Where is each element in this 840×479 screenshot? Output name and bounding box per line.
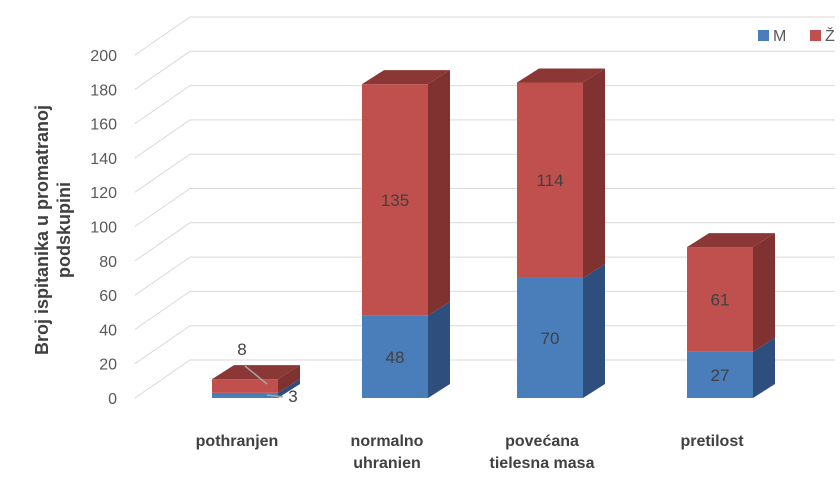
bar-segment-M	[362, 315, 428, 398]
bar-segment-M	[517, 277, 583, 398]
legend-label-Ž: Ž	[825, 26, 835, 45]
bar-side-M	[278, 378, 300, 398]
data-label: 8	[237, 340, 246, 359]
legend-label-M: M	[773, 28, 786, 45]
bar-top-Ž	[687, 233, 775, 248]
bar-top-Ž	[517, 68, 605, 83]
data-label: 3	[288, 387, 297, 406]
y-tick-label: 140	[90, 151, 117, 168]
leader-line	[244, 365, 268, 385]
bar-segment-Ž	[517, 82, 583, 278]
data-label: 48	[386, 348, 405, 367]
y-tick-label: 200	[90, 48, 117, 65]
bar-segment-Ž	[687, 247, 753, 352]
y-tick-label: 0	[108, 391, 117, 408]
gridline	[134, 50, 835, 90]
y-tick-label: 60	[99, 288, 117, 305]
gridline	[134, 153, 835, 193]
bar-segment-Ž	[212, 379, 278, 393]
bar-side-Ž	[583, 68, 605, 278]
x-axis-categories: pothranjen normalno uhranien povećana tieles…	[196, 433, 745, 472]
data-label: 114	[536, 171, 563, 190]
y-tick-label: 180	[90, 82, 117, 99]
category-label: pretilost	[680, 433, 744, 450]
gridline	[134, 256, 835, 296]
category-label: povećana tielesna masa	[490, 433, 595, 472]
gridline	[134, 290, 835, 330]
legend-swatch-Ž	[810, 30, 821, 41]
data-label: 61	[711, 290, 730, 309]
y-tick-label: 40	[99, 322, 117, 339]
legend-swatch-M	[758, 30, 769, 41]
bar-segment-M	[212, 392, 278, 398]
bar-side-M	[583, 263, 605, 398]
gridline	[134, 16, 835, 56]
y-axis-ticks: 0 20 40 60 80 100 120 140 160 180 200	[90, 48, 117, 408]
bar-segment-Ž	[362, 84, 428, 316]
bar-side-Ž	[428, 70, 450, 316]
y-tick-label: 160	[90, 117, 117, 134]
bar-top-Ž	[362, 70, 450, 85]
gridlines	[134, 16, 835, 399]
bar-side-M	[753, 337, 775, 398]
bars: 3 8 48 135 70 114 27 61	[212, 68, 775, 406]
data-label: 135	[381, 191, 409, 210]
gridline	[134, 325, 835, 365]
bar-top-Ž	[212, 365, 300, 380]
bar-side-Ž	[753, 233, 775, 352]
gridline	[134, 359, 835, 399]
category-label: pothranjen	[196, 433, 279, 450]
gridline	[134, 119, 835, 159]
gridline	[134, 188, 835, 227]
bar-side-Ž	[278, 365, 300, 393]
gridline	[134, 222, 835, 262]
bar-side-M	[428, 301, 450, 398]
bar-segment-M	[687, 351, 753, 398]
data-label: 70	[541, 329, 560, 348]
y-tick-label: 100	[90, 220, 117, 237]
category-label: normalno uhranien	[351, 433, 424, 472]
y-tick-label: 80	[99, 254, 117, 271]
y-axis-label: Broj ispitanika u promatranoj podskupini	[32, 105, 74, 355]
data-label: 27	[711, 366, 730, 385]
y-tick-label: 20	[99, 357, 117, 374]
y-axis-title: Broj ispitanika u promatranoj podskupini	[32, 105, 74, 355]
leader-line	[266, 394, 284, 398]
y-tick-label: 120	[90, 185, 117, 202]
gridline	[134, 85, 835, 125]
